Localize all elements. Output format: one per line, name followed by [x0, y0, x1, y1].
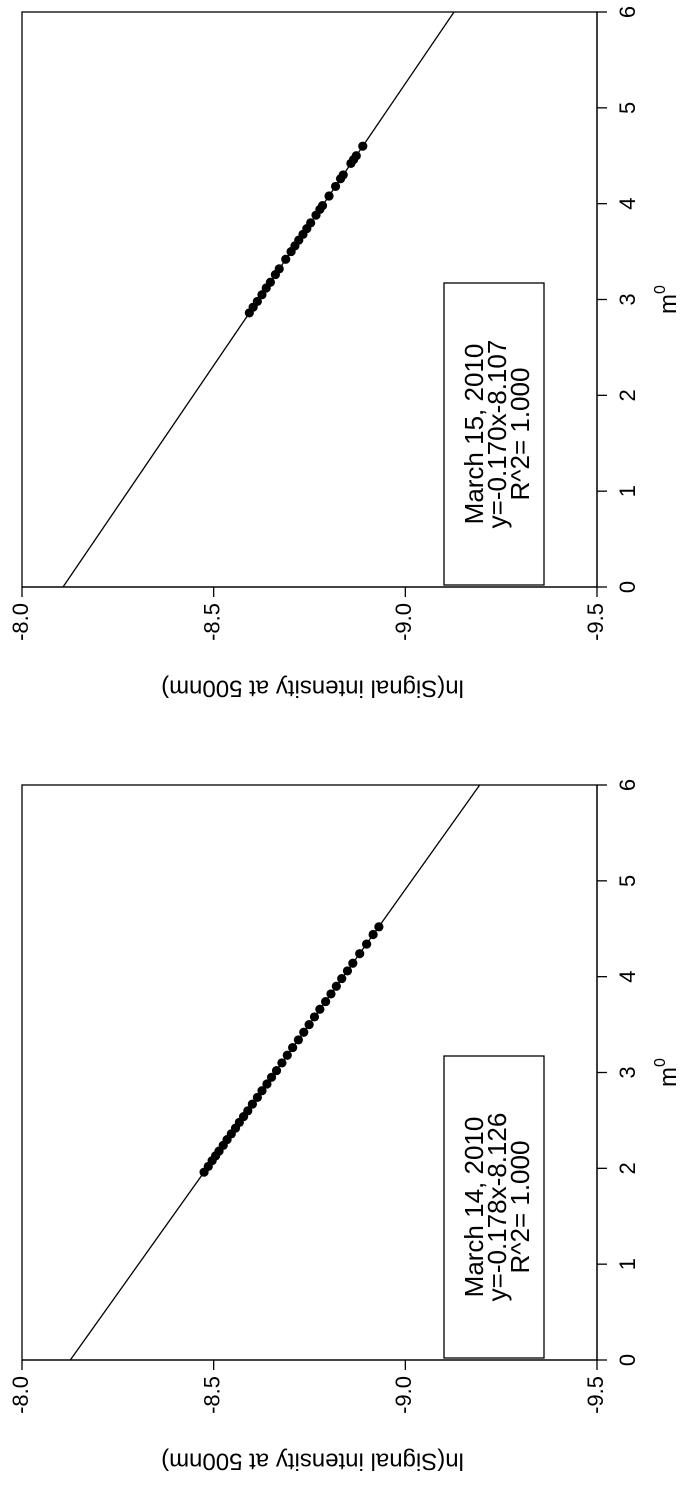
- data-point: [257, 1086, 267, 1096]
- data-point: [326, 989, 336, 999]
- y-axis-title: ln(Signal intensity at 500nm): [161, 675, 464, 702]
- data-point: [355, 949, 365, 959]
- y-tick-label: -8.5: [199, 603, 224, 641]
- y-tick-label: -9.5: [583, 603, 608, 641]
- x-axis-title-main: m: [655, 294, 682, 314]
- data-point: [317, 200, 328, 211]
- x-tick-label: 1: [615, 1258, 640, 1270]
- y-axis-title: ln(Signal intensity at 500nm): [161, 1448, 464, 1475]
- data-point: [351, 151, 361, 161]
- legend-line: y=-0.178x-8.126: [482, 1113, 512, 1302]
- y-tick-label: -8.5: [199, 1376, 224, 1414]
- data-point: [358, 141, 368, 151]
- y-tick-label: -8.0: [8, 1376, 33, 1414]
- x-tick-label: 4: [615, 198, 640, 210]
- data-point: [262, 1079, 272, 1089]
- x-tick-label: 2: [615, 389, 640, 401]
- y-tick-label: -9.0: [391, 603, 416, 641]
- legend-box: [443, 282, 545, 586]
- data-point: [288, 1042, 298, 1053]
- data-point: [374, 922, 384, 932]
- x-tick-label: 6: [615, 6, 640, 18]
- x-tick-label: 3: [615, 293, 640, 305]
- legend-line: March 15, 2010: [459, 344, 489, 525]
- data-point: [338, 170, 348, 180]
- x-axis-title-subscript: 0: [652, 285, 669, 294]
- data-point: [331, 981, 341, 991]
- data-point: [277, 1058, 287, 1068]
- data-point: [252, 1092, 262, 1103]
- legend-line: March 14, 2010: [459, 1117, 489, 1298]
- data-point: [368, 929, 378, 940]
- legend-line: y=-0.170x-8.107: [482, 340, 512, 529]
- data-point: [293, 1035, 303, 1045]
- x-axis-title: m0: [652, 1058, 681, 1087]
- data-point: [243, 1106, 253, 1116]
- x-tick-label: 2: [615, 1162, 640, 1174]
- data-point: [281, 254, 291, 264]
- y-tick-label: -8.0: [8, 603, 33, 641]
- data-point: [306, 218, 316, 228]
- data-point: [330, 181, 341, 192]
- legend-box: [443, 1055, 545, 1359]
- data-point: [309, 1012, 320, 1022]
- x-tick-label: 5: [615, 102, 640, 114]
- x-tick-label: 6: [615, 779, 640, 791]
- x-tick-label: 4: [615, 971, 640, 983]
- data-point: [337, 973, 347, 984]
- x-axis-title-subscript: 0: [652, 1058, 669, 1067]
- x-tick-label: 1: [615, 485, 640, 497]
- x-tick-label: 0: [615, 1354, 640, 1366]
- data-point: [252, 296, 262, 307]
- data-point: [324, 191, 334, 201]
- data-point: [304, 1019, 314, 1030]
- x-axis-title: m0: [652, 285, 681, 314]
- data-point: [321, 996, 331, 1007]
- y-tick-label: -9.5: [583, 1376, 608, 1414]
- y-tick-label: -9.0: [391, 1376, 416, 1414]
- data-point: [299, 1027, 309, 1037]
- data-point: [362, 939, 372, 949]
- data-point: [265, 277, 275, 287]
- data-point: [271, 1065, 282, 1076]
- data-point: [282, 1050, 292, 1060]
- x-tick-label: 3: [615, 1066, 640, 1078]
- data-point: [247, 1099, 257, 1109]
- data-point: [274, 264, 284, 274]
- data-point: [342, 966, 353, 976]
- x-tick-label: 0: [615, 581, 640, 593]
- legend-line: R^2= 1.000: [505, 368, 535, 501]
- x-tick-label: 5: [615, 875, 640, 887]
- legend-line: R^2= 1.000: [505, 1141, 535, 1274]
- data-point: [266, 1072, 277, 1082]
- x-axis-title-main: m: [655, 1067, 682, 1087]
- data-point: [257, 290, 267, 300]
- data-point: [315, 1004, 325, 1014]
- data-point: [348, 958, 358, 968]
